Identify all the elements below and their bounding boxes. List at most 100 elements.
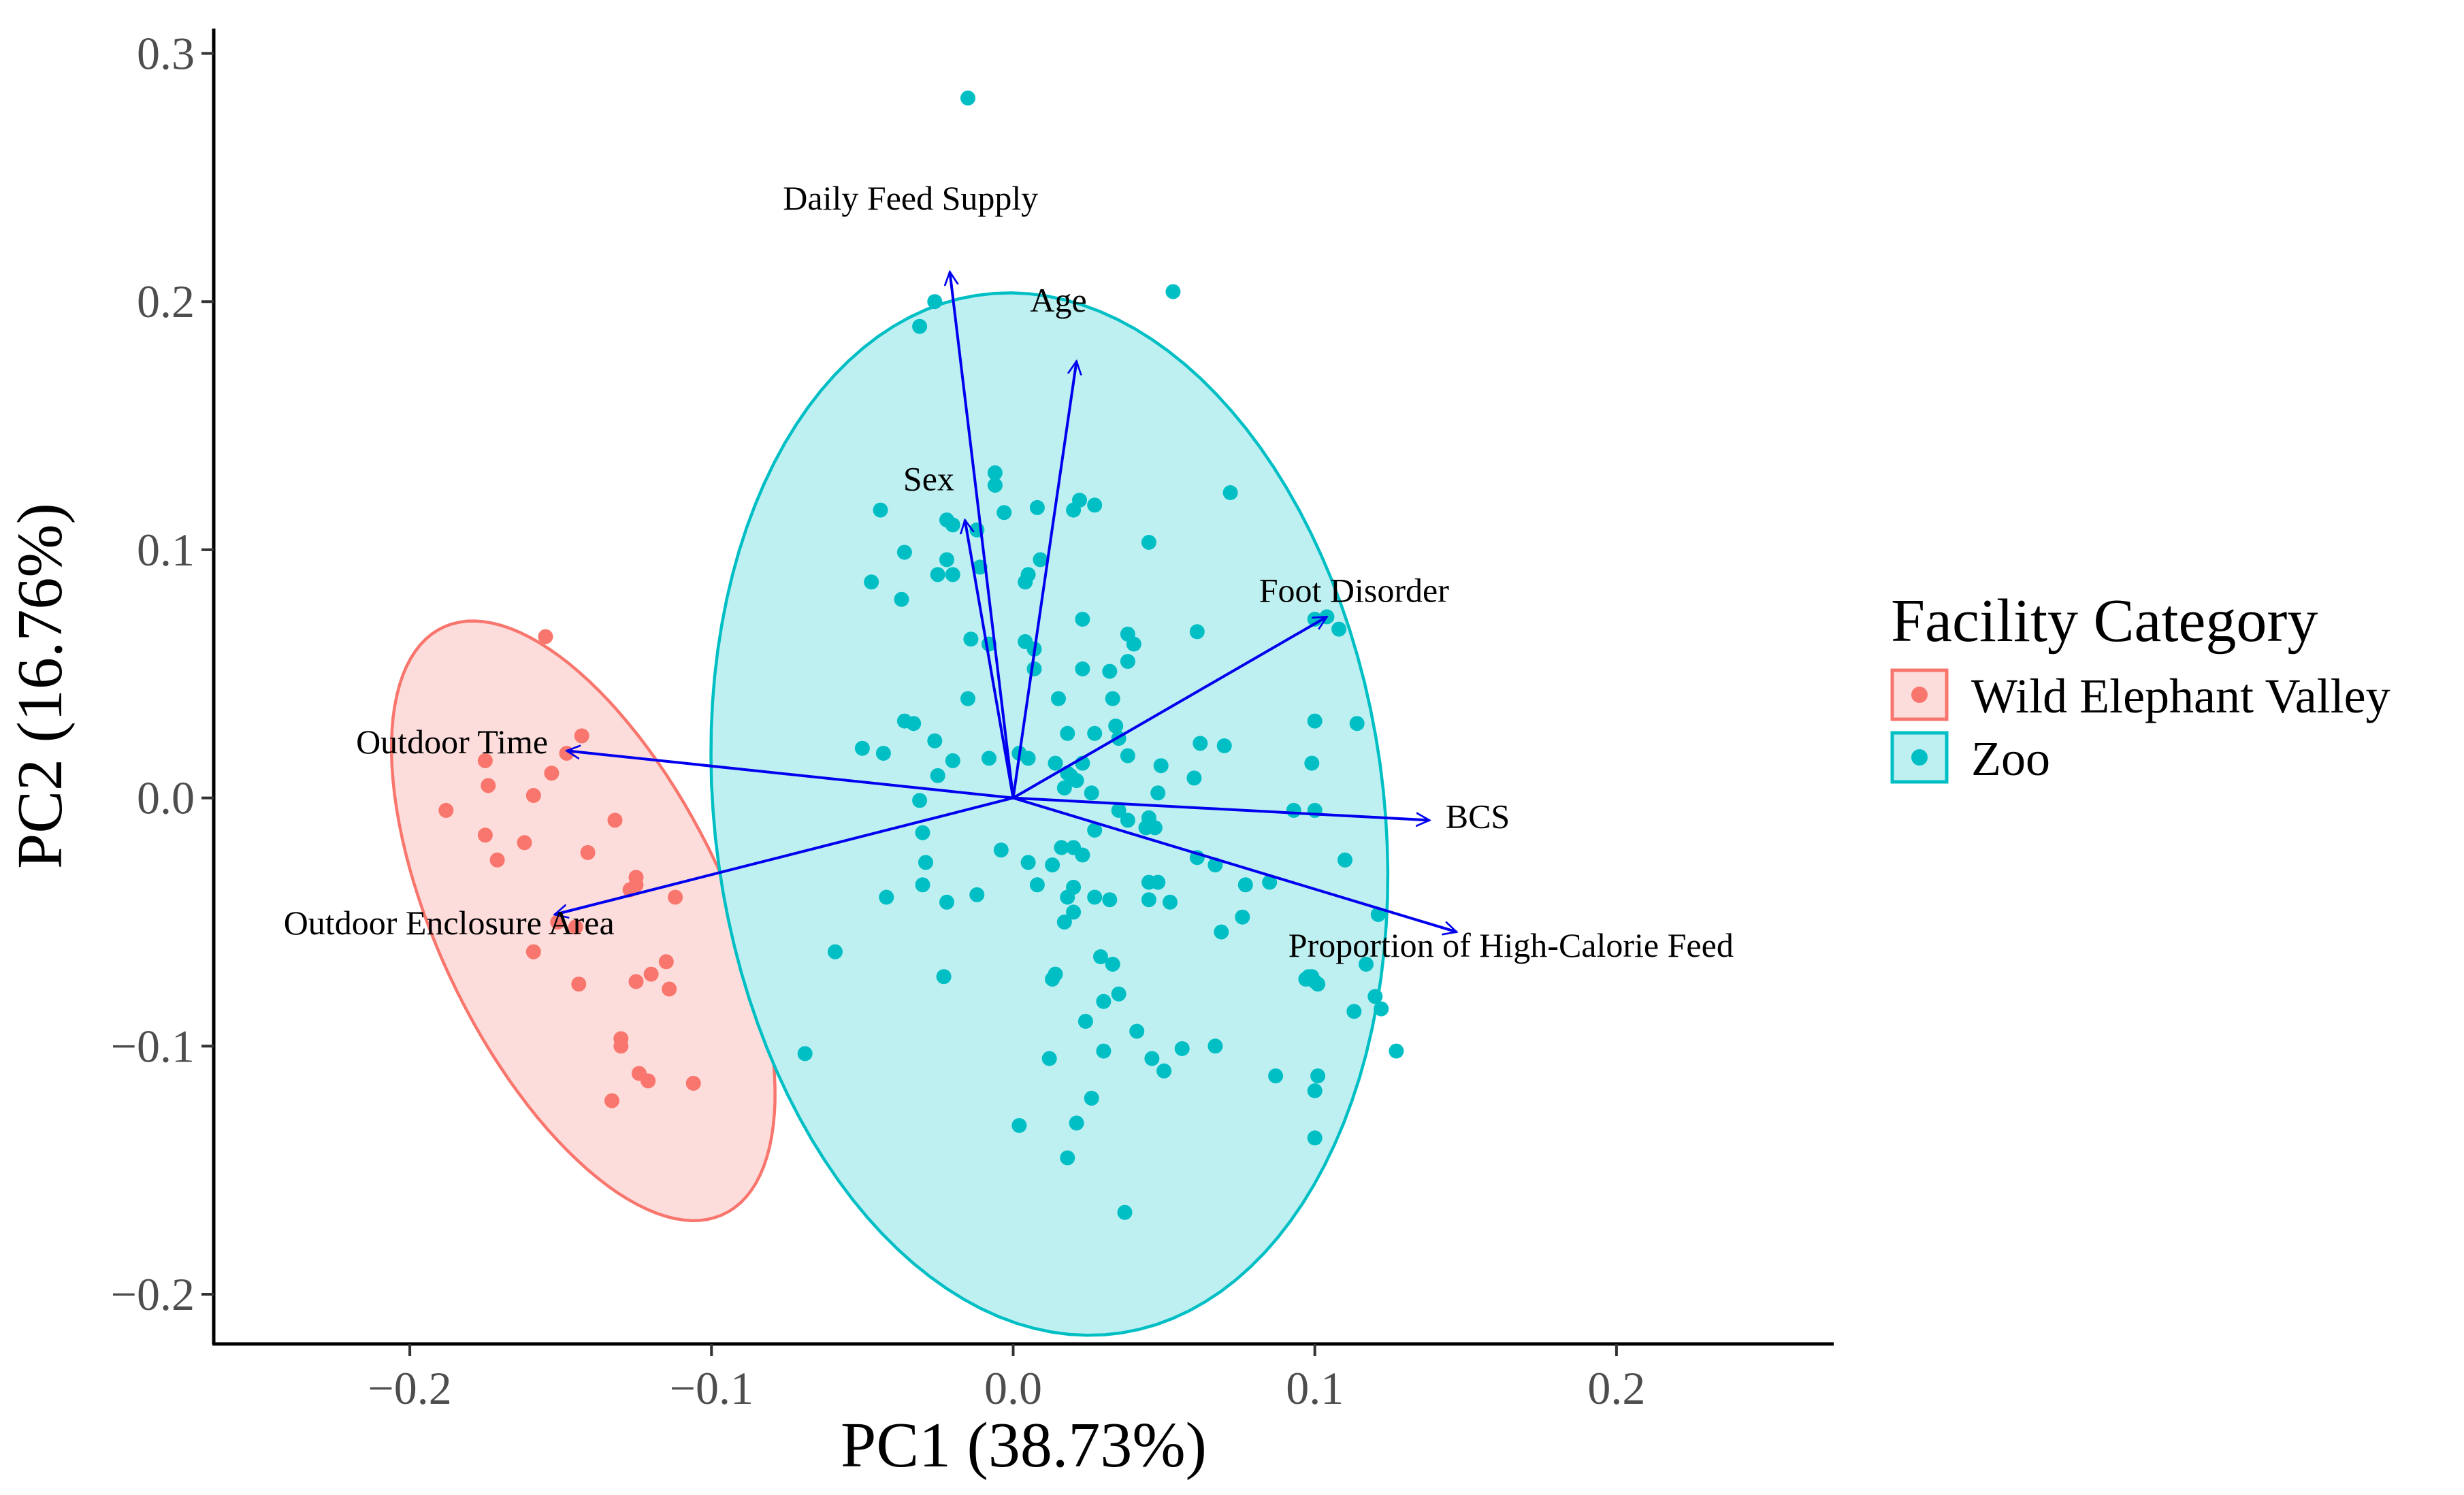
point-zoo	[1144, 1051, 1160, 1066]
point-zoo	[1051, 691, 1066, 706]
point-zoo	[1029, 499, 1045, 515]
point-zoo	[1163, 894, 1178, 910]
point-zoo	[1286, 802, 1301, 818]
point-zoo	[1069, 773, 1084, 789]
point-zoo	[1346, 1004, 1362, 1019]
y-tick-label: −0.1	[111, 1020, 195, 1072]
point-zoo	[1018, 574, 1033, 590]
point-zoo	[927, 294, 943, 310]
loading-label-bcs: BCS	[1446, 797, 1510, 835]
point-zoo	[969, 887, 985, 902]
point-zoo	[960, 691, 975, 706]
point-zoo	[987, 478, 1003, 493]
point-zoo	[864, 574, 879, 590]
point-zoo	[915, 825, 930, 840]
point-zoo	[1108, 718, 1124, 734]
point-wild-elephant-valley	[613, 1038, 629, 1054]
loading-arrow-sex	[965, 520, 1015, 798]
point-zoo	[1216, 738, 1232, 753]
loading-label-sex: Sex	[903, 459, 954, 497]
point-wild-elephant-valley	[658, 954, 674, 970]
point-zoo	[945, 567, 960, 582]
point-zoo	[1374, 1001, 1389, 1017]
point-zoo	[1126, 636, 1141, 652]
point-zoo	[1189, 624, 1205, 640]
x-tick-label: −0.1	[670, 1362, 753, 1414]
point-zoo	[1102, 663, 1118, 679]
point-zoo	[1075, 847, 1090, 863]
point-wild-elephant-valley	[571, 976, 587, 992]
point-zoo	[1165, 284, 1181, 299]
point-zoo	[1214, 924, 1229, 940]
point-zoo	[1120, 654, 1135, 669]
point-zoo	[1056, 915, 1072, 930]
point-zoo	[1084, 1090, 1099, 1106]
point-wild-elephant-valley	[668, 889, 683, 905]
point-zoo	[1075, 661, 1090, 676]
point-zoo	[797, 1046, 813, 1062]
loading-label-proportion-of-high-calorie-feed: Proportion of High-Calorie Feed	[1288, 926, 1734, 964]
point-zoo	[879, 889, 894, 905]
point-zoo	[1060, 889, 1075, 905]
legend-label-zoo: Zoo	[1971, 732, 2050, 786]
legend-title: Facility Category	[1891, 587, 2318, 655]
point-zoo	[1026, 661, 1042, 676]
data-points	[438, 91, 1404, 1220]
point-zoo	[1268, 1068, 1284, 1084]
loading-label-daily-feed-supply: Daily Feed Supply	[783, 179, 1038, 217]
point-zoo	[996, 505, 1012, 521]
point-zoo	[939, 894, 954, 910]
point-zoo	[854, 740, 870, 756]
legend-key-dot-zoo	[1911, 749, 1928, 766]
point-zoo	[918, 855, 933, 870]
point-zoo	[894, 591, 909, 607]
point-wild-elephant-valley	[568, 919, 583, 935]
point-zoo	[963, 631, 979, 647]
x-axis-title: PC1 (38.73%)	[841, 1410, 1207, 1481]
point-zoo	[993, 842, 1009, 858]
point-zoo	[1153, 758, 1169, 774]
point-wild-elephant-valley	[481, 778, 496, 793]
y-tick-label: −0.2	[111, 1268, 195, 1320]
point-zoo	[1222, 485, 1238, 500]
y-tick-label: 0.1	[137, 524, 195, 576]
point-zoo	[1156, 1063, 1172, 1079]
point-zoo	[927, 733, 943, 749]
point-zoo	[1102, 892, 1118, 908]
point-zoo	[1186, 770, 1202, 786]
point-wild-elephant-valley	[525, 944, 541, 959]
point-wild-elephant-valley	[643, 966, 659, 982]
x-tick-label: 0.1	[1286, 1362, 1344, 1414]
point-zoo	[1045, 971, 1060, 987]
y-tick-label: 0.2	[137, 276, 195, 327]
point-zoo	[1020, 751, 1036, 766]
point-wild-elephant-valley	[544, 766, 560, 781]
point-zoo	[982, 751, 996, 766]
point-wild-elephant-valley	[604, 1093, 619, 1108]
point-zoo	[930, 768, 945, 783]
point-zoo	[1147, 820, 1163, 836]
point-wild-elephant-valley	[580, 844, 596, 860]
point-zoo	[1141, 892, 1156, 908]
y-tick-label: 0.0	[137, 772, 195, 824]
point-zoo	[1338, 852, 1352, 868]
point-zoo	[945, 753, 960, 768]
point-zoo	[875, 746, 891, 761]
point-zoo	[1096, 993, 1112, 1009]
legend-item-wild-elephant-valley: Wild Elephant Valley	[1890, 668, 2390, 723]
legend-item-zoo: Zoo	[1890, 731, 2050, 786]
point-wild-elephant-valley	[607, 812, 623, 828]
point-zoo	[1367, 989, 1383, 1004]
point-zoo	[1117, 1204, 1133, 1220]
point-zoo	[1087, 889, 1103, 905]
point-zoo	[1033, 552, 1048, 568]
point-zoo	[1105, 691, 1120, 706]
point-zoo	[1041, 1051, 1057, 1066]
point-zoo	[896, 713, 912, 729]
point-zoo	[1060, 1150, 1075, 1166]
point-zoo	[1141, 535, 1156, 550]
loading-vectors: Daily Feed Supply Age Sex Foot Disorder Outd…	[284, 179, 1734, 964]
axis-ticks: −0.2 −0.1 0.0 0.1 0.2 −0.2 −0.1 0.0 0.1 0.2 0.3	[111, 27, 1646, 1414]
loading-arrow-age	[1011, 361, 1076, 798]
point-wild-elephant-valley	[525, 788, 541, 803]
